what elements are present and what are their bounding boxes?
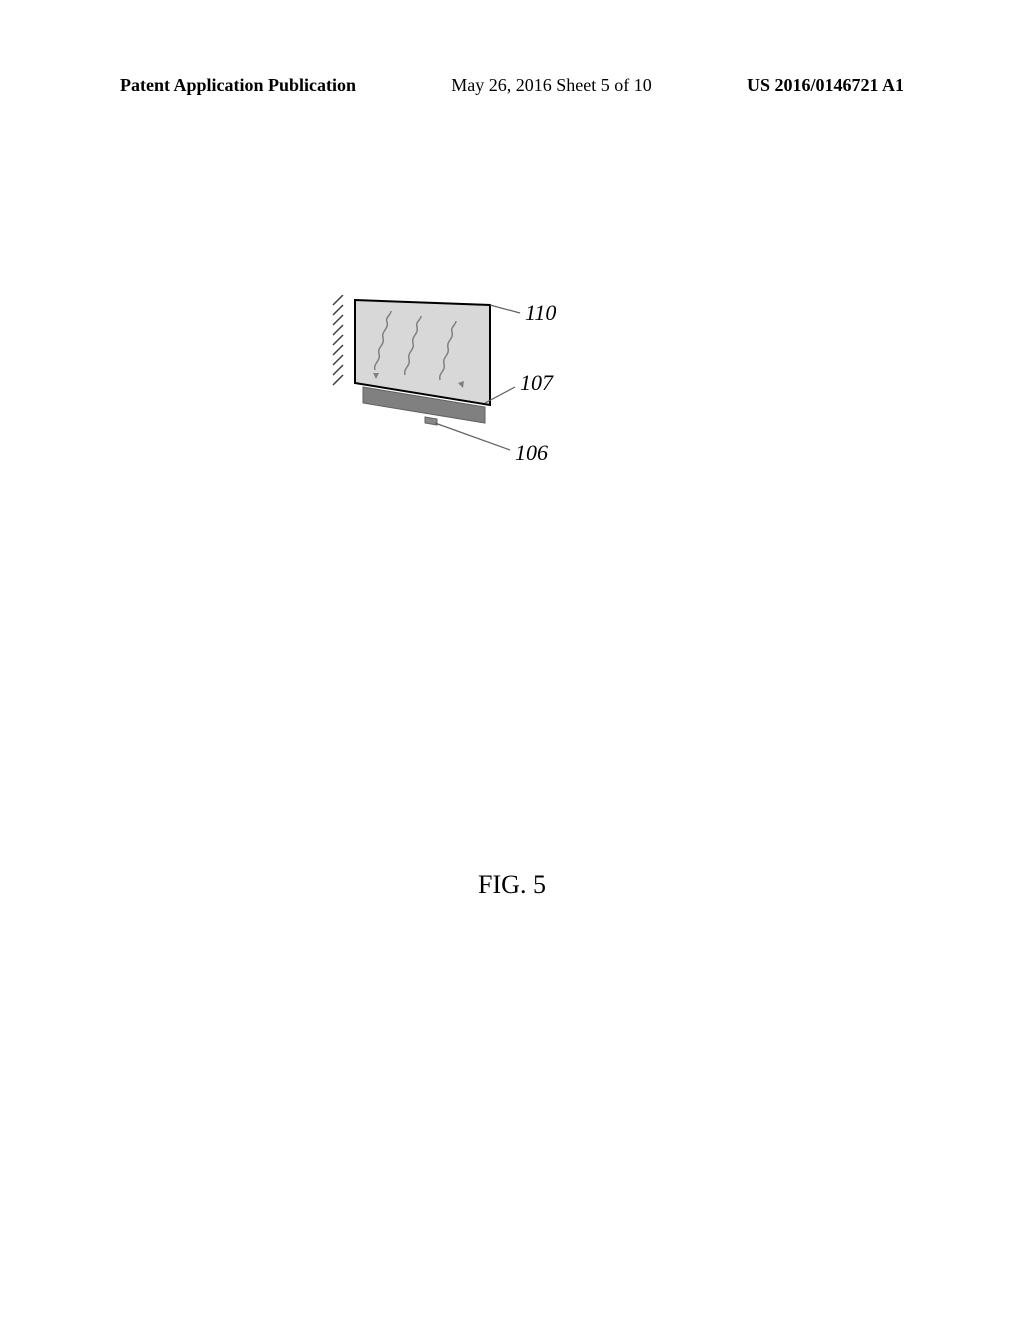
figure-svg: 110 107 106 <box>325 295 605 495</box>
ref-label-110: 110 <box>525 300 556 325</box>
header-date-sheet: May 26, 2016 Sheet 5 of 10 <box>451 75 651 96</box>
header-publication-type: Patent Application Publication <box>120 75 356 96</box>
ref-label-107: 107 <box>520 370 554 395</box>
wall-hatching <box>333 295 343 385</box>
figure-5-diagram: 110 107 106 <box>325 295 605 495</box>
leader-106 <box>435 423 510 450</box>
tab-106 <box>425 417 437 425</box>
figure-caption: FIG. 5 <box>0 870 1024 900</box>
header-publication-number: US 2016/0146721 A1 <box>747 75 904 96</box>
ref-label-106: 106 <box>515 440 548 465</box>
page-header: Patent Application Publication May 26, 2… <box>0 75 1024 96</box>
leader-110 <box>490 305 520 313</box>
